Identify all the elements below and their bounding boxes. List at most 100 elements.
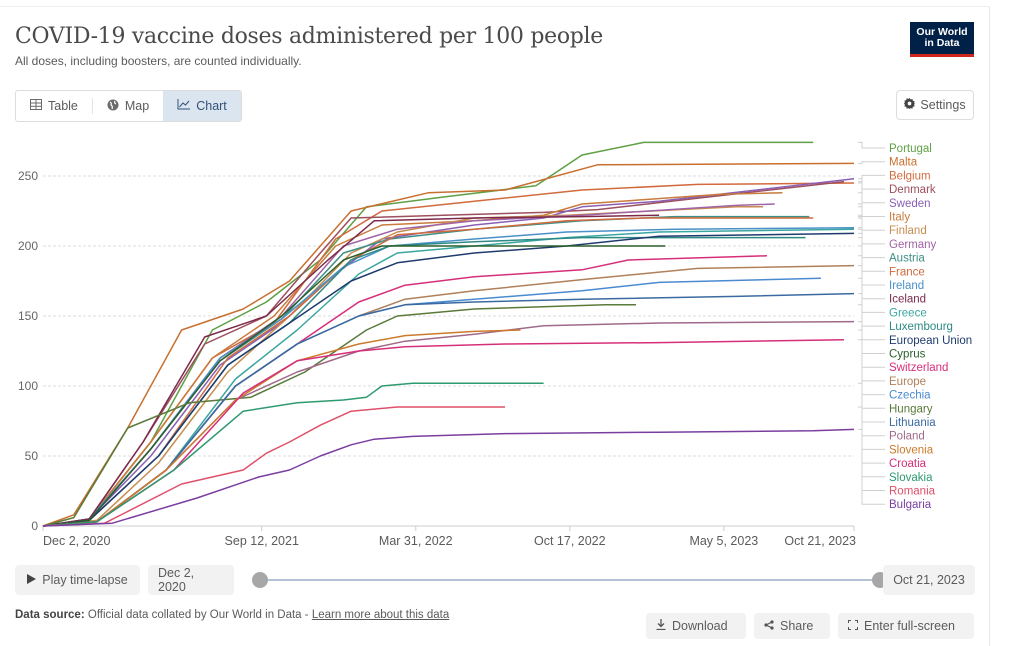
download-button[interactable]: Download [646, 613, 746, 639]
chart-title: COVID-19 vaccine doses administered per … [15, 24, 604, 49]
series-line-ireland[interactable] [42, 227, 855, 527]
legend-label[interactable]: Austria [889, 253, 925, 265]
end-date-button[interactable]: Oct 21, 2023 [883, 565, 975, 595]
legend-label[interactable]: Sweden [889, 198, 931, 210]
legend-label[interactable]: Switzerland [889, 362, 948, 374]
start-date-button[interactable]: Dec 2, 2020 [148, 565, 234, 595]
legend-label[interactable]: Europe [889, 376, 926, 388]
series-line-italy[interactable] [42, 192, 783, 527]
fullscreen-button[interactable]: Enter full-screen [838, 613, 974, 639]
legend-label[interactable]: Luxembourg [889, 321, 953, 333]
x-tick-label: Dec 2, 2020 [43, 534, 110, 548]
timeline-controls: Play time-lapse Dec 2, 2020 Oct 21, 2023 [15, 565, 975, 595]
settings-label: Settings [920, 98, 966, 112]
legend-label[interactable]: Greece [889, 307, 927, 319]
legend-label[interactable]: Hungary [889, 403, 933, 415]
legend-label[interactable]: Slovakia [889, 472, 933, 484]
chart-subtitle: All doses, including boosters, are count… [15, 54, 302, 68]
data-source-text: Official data collated by Our World in D… [87, 609, 312, 621]
timeline-slider-track[interactable] [260, 579, 880, 581]
y-tick-label: 50 [25, 449, 39, 463]
fullscreen-label: Enter full-screen [864, 619, 956, 633]
legend-label[interactable]: Czechia [889, 390, 931, 402]
legend-label[interactable]: Croatia [889, 458, 927, 470]
series-line-lithuania[interactable] [42, 292, 855, 527]
chart-frame [0, 6, 990, 646]
play-timelapse-button[interactable]: Play time-lapse [15, 565, 140, 595]
learn-more-link[interactable]: Learn more about this data [311, 609, 450, 621]
legend-label[interactable]: Lithuania [889, 417, 936, 429]
timeline-start-handle[interactable] [252, 572, 268, 588]
start-date-label: Dec 2, 2020 [158, 566, 195, 594]
legend-label[interactable]: Romania [889, 486, 936, 498]
share-label: Share [780, 619, 814, 633]
tab-chart-label: Chart [196, 99, 227, 113]
view-tabs: Table Map Chart [15, 90, 242, 122]
legend-connector [858, 141, 885, 149]
logo-line-2: in Data [924, 37, 960, 49]
logo-line-1: Our World [916, 26, 968, 38]
series-line-finland[interactable] [42, 206, 764, 527]
x-tick-label: Mar 31, 2022 [379, 534, 453, 548]
line-chart-icon [177, 99, 191, 113]
y-tick-label: 150 [18, 309, 38, 323]
download-label: Download [672, 619, 728, 633]
legend-label[interactable]: Portugal [889, 143, 932, 155]
legend-label[interactable]: France [889, 266, 925, 278]
legend-label[interactable]: Iceland [889, 294, 926, 306]
series-line-european-union[interactable] [42, 232, 855, 527]
table-icon [30, 99, 42, 113]
share-button[interactable]: Share [754, 613, 830, 639]
x-tick-label: May 5, 2023 [689, 534, 758, 548]
legend-label[interactable]: Italy [889, 212, 910, 224]
settings-button[interactable]: Settings [896, 90, 974, 120]
play-icon [27, 573, 37, 587]
series-line-iceland[interactable] [42, 214, 660, 527]
legend-label[interactable]: Belgium [889, 170, 931, 182]
tab-map-label: Map [124, 99, 150, 113]
end-date-label: Oct 21, 2023 [893, 573, 965, 587]
y-tick-label: 200 [18, 239, 38, 253]
tab-table-label: Table [48, 99, 78, 113]
legend-label[interactable]: Malta [889, 157, 918, 169]
data-source-label: Data source: [15, 609, 85, 621]
legend-label[interactable]: Slovenia [889, 444, 934, 456]
line-chart: 0 50 100 150 200 250 Dec 2, 2020 Sep 12, 2021 Ma… [18, 141, 972, 548]
series-line-bulgaria[interactable] [42, 428, 855, 527]
series-line-greece[interactable] [42, 228, 855, 527]
tab-divider [91, 98, 93, 114]
legend-label[interactable]: Germany [889, 239, 937, 251]
x-tick-label: Sep 12, 2021 [225, 534, 299, 548]
legend-label[interactable]: Ireland [889, 280, 924, 292]
legend-label[interactable]: Bulgaria [889, 499, 932, 511]
play-timelapse-label: Play time-lapse [42, 573, 128, 587]
owid-logo[interactable]: Our World in Data [910, 22, 974, 57]
series-line-austria[interactable] [42, 215, 810, 527]
series-line-romania[interactable] [42, 406, 506, 527]
series-line-czechia[interactable] [42, 277, 821, 527]
series-line-hungary[interactable] [42, 304, 636, 527]
gear-icon [904, 98, 916, 112]
globe-icon [107, 99, 119, 114]
series-line-slovakia[interactable] [42, 382, 544, 527]
tab-chart[interactable]: Chart [163, 91, 241, 121]
series-line-cyprus[interactable] [42, 245, 666, 527]
legend-label[interactable]: European Union [889, 335, 972, 347]
legend-label[interactable]: Finland [889, 225, 927, 237]
tab-table[interactable]: Table [16, 91, 92, 121]
download-icon [656, 619, 666, 633]
legend-connector [858, 161, 885, 164]
legend-label[interactable]: Denmark [889, 184, 936, 196]
y-tick-label: 250 [18, 169, 38, 183]
legend-label[interactable]: Poland [889, 431, 925, 443]
legend-connector [858, 178, 885, 204]
share-icon [764, 619, 774, 633]
legend-label[interactable]: Cyprus [889, 349, 926, 361]
data-source-note: Data source: Official data collated by O… [15, 609, 449, 621]
series-line-europe[interactable] [42, 264, 855, 527]
y-tick-label: 100 [18, 379, 38, 393]
x-tick-label: Oct 21, 2023 [784, 534, 856, 548]
legend-connector [858, 428, 885, 505]
tab-map[interactable]: Map [93, 91, 163, 121]
x-tick-label: Oct 17, 2022 [534, 534, 606, 548]
